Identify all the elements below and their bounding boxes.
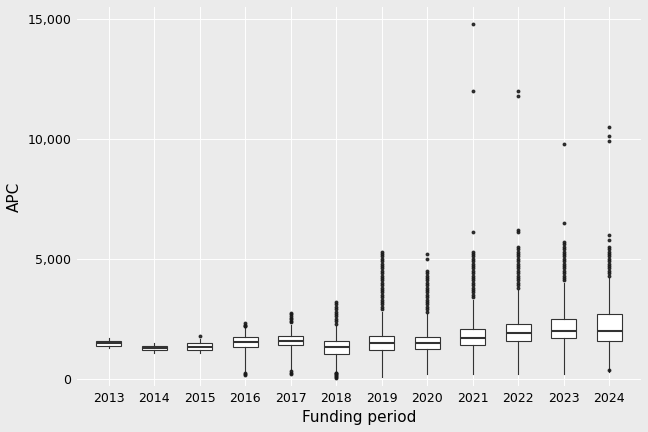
PathPatch shape: [97, 340, 121, 346]
PathPatch shape: [415, 337, 440, 349]
PathPatch shape: [460, 329, 485, 346]
PathPatch shape: [278, 336, 303, 346]
PathPatch shape: [324, 340, 349, 354]
PathPatch shape: [233, 337, 258, 346]
PathPatch shape: [369, 336, 394, 350]
X-axis label: Funding period: Funding period: [302, 410, 416, 425]
PathPatch shape: [505, 324, 531, 340]
PathPatch shape: [597, 314, 621, 340]
PathPatch shape: [187, 343, 213, 350]
PathPatch shape: [551, 319, 576, 338]
PathPatch shape: [142, 346, 167, 350]
Y-axis label: APC: APC: [7, 181, 22, 212]
